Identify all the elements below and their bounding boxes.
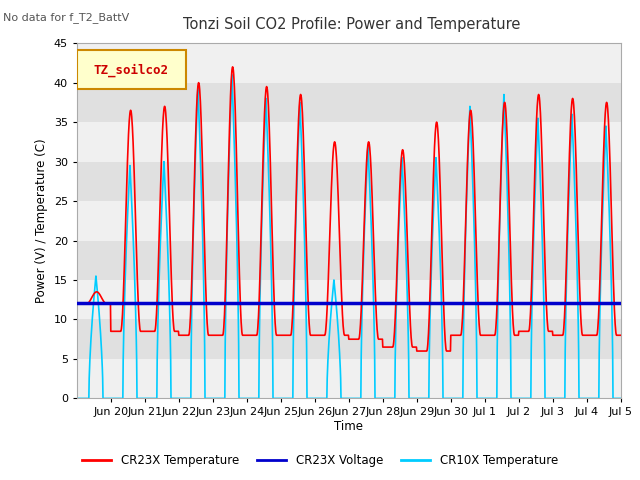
- Text: TZ_soilco2: TZ_soilco2: [93, 63, 169, 76]
- FancyBboxPatch shape: [77, 50, 186, 89]
- Bar: [77, 43, 621, 83]
- Bar: [77, 122, 621, 162]
- Text: Tonzi Soil CO2 Profile: Power and Temperature: Tonzi Soil CO2 Profile: Power and Temper…: [183, 17, 521, 32]
- Bar: [77, 280, 621, 320]
- Bar: [77, 320, 621, 359]
- Bar: [77, 201, 621, 240]
- Text: No data for f_T2_BattV: No data for f_T2_BattV: [3, 12, 129, 23]
- Bar: [77, 240, 621, 280]
- Bar: [77, 359, 621, 398]
- Legend: CR23X Temperature, CR23X Voltage, CR10X Temperature: CR23X Temperature, CR23X Voltage, CR10X …: [77, 449, 563, 472]
- Bar: [77, 162, 621, 201]
- Y-axis label: Power (V) / Temperature (C): Power (V) / Temperature (C): [35, 139, 48, 303]
- X-axis label: Time: Time: [334, 420, 364, 433]
- Bar: [77, 83, 621, 122]
